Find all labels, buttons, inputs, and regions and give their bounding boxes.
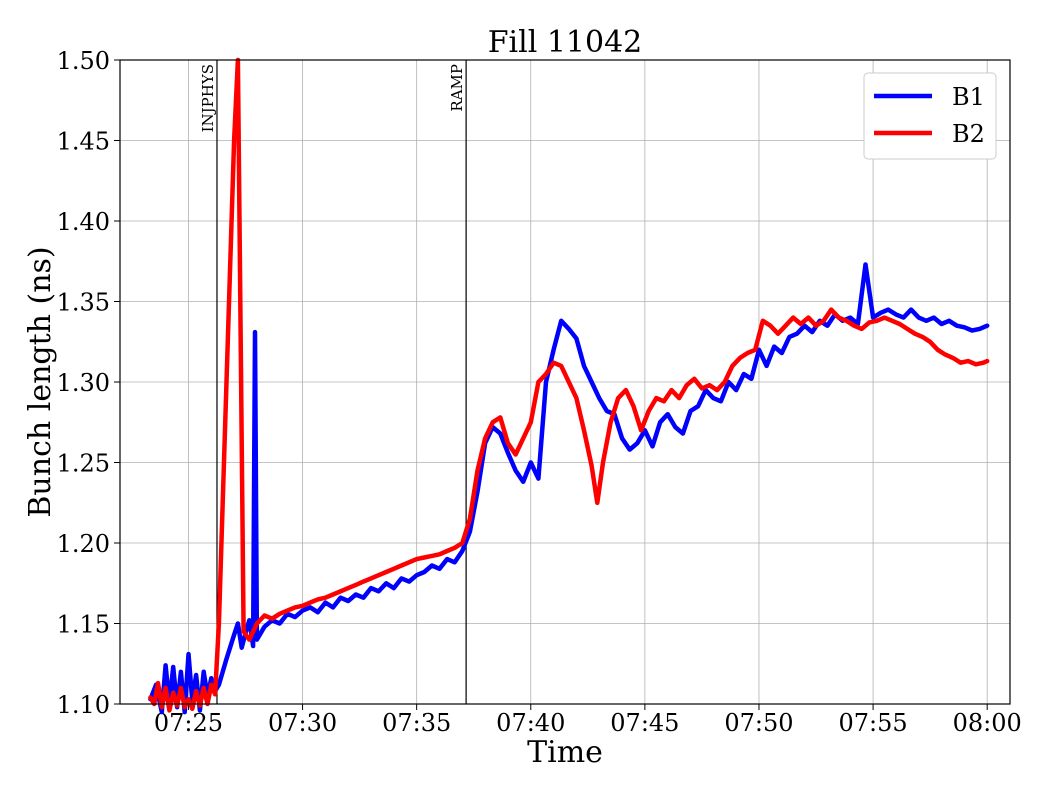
annotation-label: INJPHYS [199, 64, 217, 132]
y-tick-label: 1.20 [57, 530, 110, 558]
x-axis-label: Time [527, 735, 603, 770]
x-tick-label: 07:45 [610, 709, 679, 737]
y-tick-label: 1.10 [57, 691, 110, 719]
x-axis-ticks: 07:25 07:30 07:35 07:40 07:45 07:50 07:55 08:00 [154, 704, 1022, 737]
y-tick-label: 1.45 [57, 128, 110, 156]
y-tick-label: 1.30 [57, 369, 110, 397]
x-tick-label: 08:00 [953, 709, 1022, 737]
x-tick-label: 07:50 [724, 709, 793, 737]
y-tick-label: 1.50 [57, 47, 110, 75]
chart-title: Fill 11042 [488, 25, 643, 60]
y-tick-label: 1.15 [57, 611, 110, 639]
y-tick-label: 1.35 [57, 289, 110, 317]
x-tick-label: 07:25 [154, 709, 223, 737]
x-tick-label: 07:40 [496, 709, 565, 737]
x-tick-label: 07:30 [268, 709, 337, 737]
annotation-label: RAMP [448, 64, 466, 112]
legend-label: B2 [952, 120, 985, 148]
x-tick-label: 07:55 [838, 709, 907, 737]
y-tick-label: 1.40 [57, 208, 110, 236]
plot-frame [119, 59, 1011, 705]
y-axis-ticks: 1.10 1.15 1.20 1.25 1.30 1.35 1.40 1.45 1.50 [57, 47, 120, 719]
legend-label: B1 [952, 83, 985, 111]
y-axis-label: Bunch length (ns) [23, 246, 58, 517]
series-line-b1 [148, 262, 990, 715]
series-line-b2 [148, 57, 990, 713]
x-tick-label: 07:35 [382, 709, 451, 737]
series-lines [148, 57, 990, 715]
phase-annotations: INJPHYS RAMP [199, 60, 467, 704]
y-tick-label: 1.25 [57, 450, 110, 478]
